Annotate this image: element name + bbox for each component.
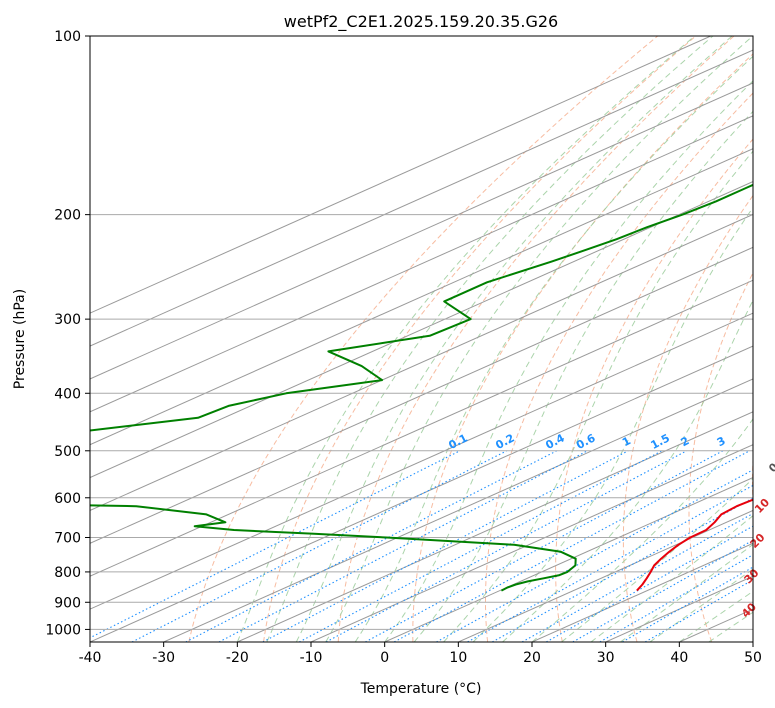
isotherm: [90, 36, 711, 314]
y-tick-label: 800: [54, 565, 81, 581]
x-tick-label: -40: [79, 650, 102, 666]
dry-adiabat: [263, 36, 697, 642]
pressure-grid: [90, 36, 753, 630]
moist-adiabat: [649, 568, 753, 642]
mixing-ratio-lines: [90, 450, 753, 642]
y-tick-label: 100: [54, 29, 81, 45]
moist-adiabat: [236, 36, 696, 642]
moist-adiabat: [384, 80, 753, 642]
dry-adiabat: [622, 194, 753, 642]
moist-adiabat: [679, 590, 753, 642]
mixing-ratio-line: [131, 450, 507, 642]
x-tick-label: 20: [523, 650, 541, 666]
temperature-line: [636, 498, 753, 592]
mixing-ratio-line: [467, 484, 753, 642]
mixing-ratio-line: [436, 469, 753, 642]
dry-adiabat: [337, 36, 735, 642]
moist-adiabat: [502, 299, 753, 642]
mixing-ratio-line: [218, 450, 588, 642]
y-tick-label: 1000: [45, 622, 81, 638]
profile-lines: [90, 183, 753, 592]
x-tick-label: -30: [152, 650, 175, 666]
x-tick-label: -10: [300, 650, 323, 666]
moist-adiabat: [443, 150, 753, 642]
isotherm: [90, 82, 753, 380]
mixing-ratio-line: [90, 450, 461, 639]
isotherm: [90, 312, 753, 610]
mixing-ratio-line: [521, 512, 753, 642]
isotherm-label: 0: [766, 460, 775, 475]
moist-adiabat: [620, 543, 753, 642]
dewpoint-line: [90, 183, 753, 592]
y-tick-label: 900: [54, 595, 81, 611]
moist-adiabat: [325, 36, 753, 642]
moist-adiabat: [354, 55, 753, 642]
mixing-ratio-line: [262, 450, 629, 642]
y-tick-label: 300: [54, 312, 81, 328]
y-tick-label: 400: [54, 386, 81, 402]
isotherm-label: 10: [752, 496, 772, 516]
x-tick-label: 50: [744, 650, 762, 666]
plot-frame: [89, 35, 754, 643]
y-axis: 100 200 300 400 500 600 700 800 900 1000: [45, 29, 90, 638]
chart-title: wetPf2_C2E1.2025.159.20.35.G26: [284, 12, 558, 32]
isotherm: [384, 477, 753, 642]
isotherm: [90, 279, 753, 577]
dry-adiabat: [485, 92, 753, 642]
y-axis-title: Pressure (hPa): [12, 289, 28, 389]
isotherm: [90, 181, 753, 479]
background-lines: [90, 36, 753, 642]
isotherm: [163, 378, 753, 642]
x-axis-title: Temperature (°C): [360, 681, 482, 697]
isotherm: [90, 49, 753, 347]
x-tick-label: -20: [226, 650, 249, 666]
mixing-ratio-line: [492, 497, 753, 642]
dry-adiabat: [188, 36, 659, 642]
isotherm: [90, 213, 753, 511]
mixing-ratio-line: [393, 450, 750, 642]
moist-adiabat: [472, 206, 753, 642]
isotherm: [90, 246, 753, 544]
mixing-ratio-line: [365, 450, 724, 642]
isotherm: [90, 345, 753, 642]
x-tick-label: 30: [597, 650, 615, 666]
isotherm: [90, 148, 753, 446]
x-tick-label: 0: [380, 650, 389, 666]
dry-adiabat: [412, 53, 753, 642]
isotherm: [310, 444, 753, 642]
y-tick-label: 200: [54, 208, 81, 224]
dry-adiabat: [555, 138, 753, 642]
y-tick-label: 700: [54, 531, 81, 547]
x-axis: -40 -30 -20 -10 0 10 20 30 40 50: [79, 642, 762, 666]
mixing-ratio-line: [298, 450, 663, 642]
x-tick-label: 40: [670, 650, 688, 666]
isotherm-label: -10: [772, 418, 775, 441]
y-tick-label: 600: [54, 491, 81, 507]
y-tick-label: 500: [54, 444, 81, 460]
x-tick-label: 10: [449, 650, 467, 666]
isotherm: [90, 115, 753, 413]
moist-adiabat: [266, 36, 714, 642]
moist-adiabat: [531, 417, 753, 642]
